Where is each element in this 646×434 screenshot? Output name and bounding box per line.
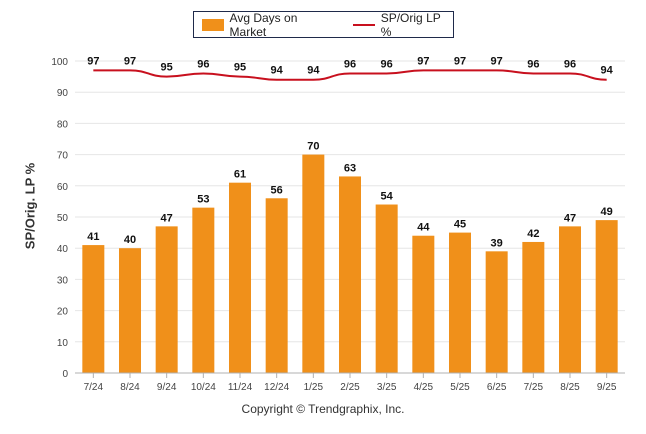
legend-line-swatch [353,23,375,26]
line-data-label: 95 [161,62,173,74]
legend-item-line: SP/Orig LP % [353,11,453,39]
x-tick-label: 8/24 [120,382,140,393]
bar-data-label: 61 [234,169,246,181]
bar [485,251,508,373]
y-tick-label: 40 [57,244,69,255]
legend-bar-label: Avg Days on Market [229,10,298,39]
bar-data-label: 47 [161,212,173,224]
x-tick-label: 10/24 [191,382,216,393]
bar [265,198,288,373]
legend-item-bar: Avg Days on Market [202,11,335,39]
y-tick-label: 30 [57,275,69,286]
bar [559,226,581,373]
bar-data-label: 44 [417,222,430,234]
bar-data-label: 70 [307,141,319,153]
line-data-label: 96 [527,58,539,70]
bar [155,226,178,373]
y-tick-label: 60 [57,182,69,193]
line-data-label: 94 [271,65,284,77]
bar [595,220,618,373]
y-tick-label: 50 [57,213,69,224]
bar [302,154,325,373]
bar-data-label: 63 [344,162,356,174]
line-data-label: 96 [381,58,393,70]
bar [449,232,471,373]
line-data-label: 94 [601,65,614,77]
x-tick-label: 3/25 [377,382,397,393]
y-axis-title: SP/Orig. LP % [22,162,38,250]
bar-data-label: 41 [87,231,99,243]
y-tick-label: 80 [57,119,69,130]
bar-data-label: 49 [601,206,613,218]
x-tick-label: 7/24 [84,382,104,393]
x-tick-label: 2/25 [340,382,360,393]
line-data-label: 96 [197,58,209,70]
line-series [93,69,607,81]
bar [412,235,435,373]
line-data-label: 97 [87,55,99,67]
bar-data-label: 42 [527,228,539,240]
bar-data-label: 40 [124,234,136,246]
line-data-label: 95 [234,62,246,74]
bar [82,245,105,373]
bar-data-label: 53 [197,194,209,206]
x-tick-label: 6/25 [487,382,507,393]
line-data-label: 97 [454,55,466,67]
x-tick-label: 5/25 [450,382,470,393]
line-data-label: 94 [307,65,320,77]
y-axis-ticks: 0 10 20 30 40 50 60 70 80 90 100 [51,57,68,380]
y-tick-label: 100 [51,57,68,68]
bar-data-labels: 41 40 47 53 61 56 70 63 54 44 45 39 42 47 49 [87,141,613,250]
x-tick-label: 7/25 [524,382,544,393]
x-tick-label: 12/24 [264,382,289,393]
line-data-label: 97 [417,55,429,67]
x-axis-ticks: 7/24 8/24 9/24 10/24 11/24 12/24 1/25 2/25 3/25 4… [84,373,617,393]
y-tick-label: 0 [62,369,68,380]
bar [522,241,545,373]
line-data-label: 97 [491,55,503,67]
y-tick-label: 20 [57,307,69,318]
x-tick-label: 9/24 [157,382,177,393]
bar [192,207,215,373]
line-data-label: 96 [564,58,576,70]
x-tick-label: 4/25 [414,382,434,393]
bar [119,248,141,373]
y-tick-label: 10 [57,338,69,349]
x-tick-label: 1/25 [304,382,324,393]
line-data-label: 97 [124,55,136,67]
legend: Avg Days on Market SP/Orig LP % [193,11,454,39]
legend-bar-swatch [202,18,224,31]
copyright-footer: Copyright © Trendgraphix, Inc. [241,402,405,416]
line-data-labels: 97 97 95 96 95 94 94 96 96 97 97 97 96 96 94 [87,55,613,76]
bar [375,204,398,373]
bar-series [82,154,618,373]
legend-line-label: SP/Orig LP % [380,10,441,39]
bar-data-label: 45 [454,219,466,231]
line-data-label: 96 [344,58,356,70]
bar-data-label: 56 [271,184,283,196]
x-tick-label: 11/24 [228,382,253,393]
x-tick-label: 9/25 [597,382,617,393]
bar-data-label: 47 [564,212,576,224]
bar-data-label: 39 [491,237,503,249]
x-tick-label: 8/25 [560,382,580,393]
y-tick-label: 70 [57,151,69,162]
bar-data-label: 54 [381,191,394,203]
bar [339,176,361,373]
y-tick-label: 90 [57,88,69,99]
bar [229,182,251,373]
line-path [93,69,607,81]
